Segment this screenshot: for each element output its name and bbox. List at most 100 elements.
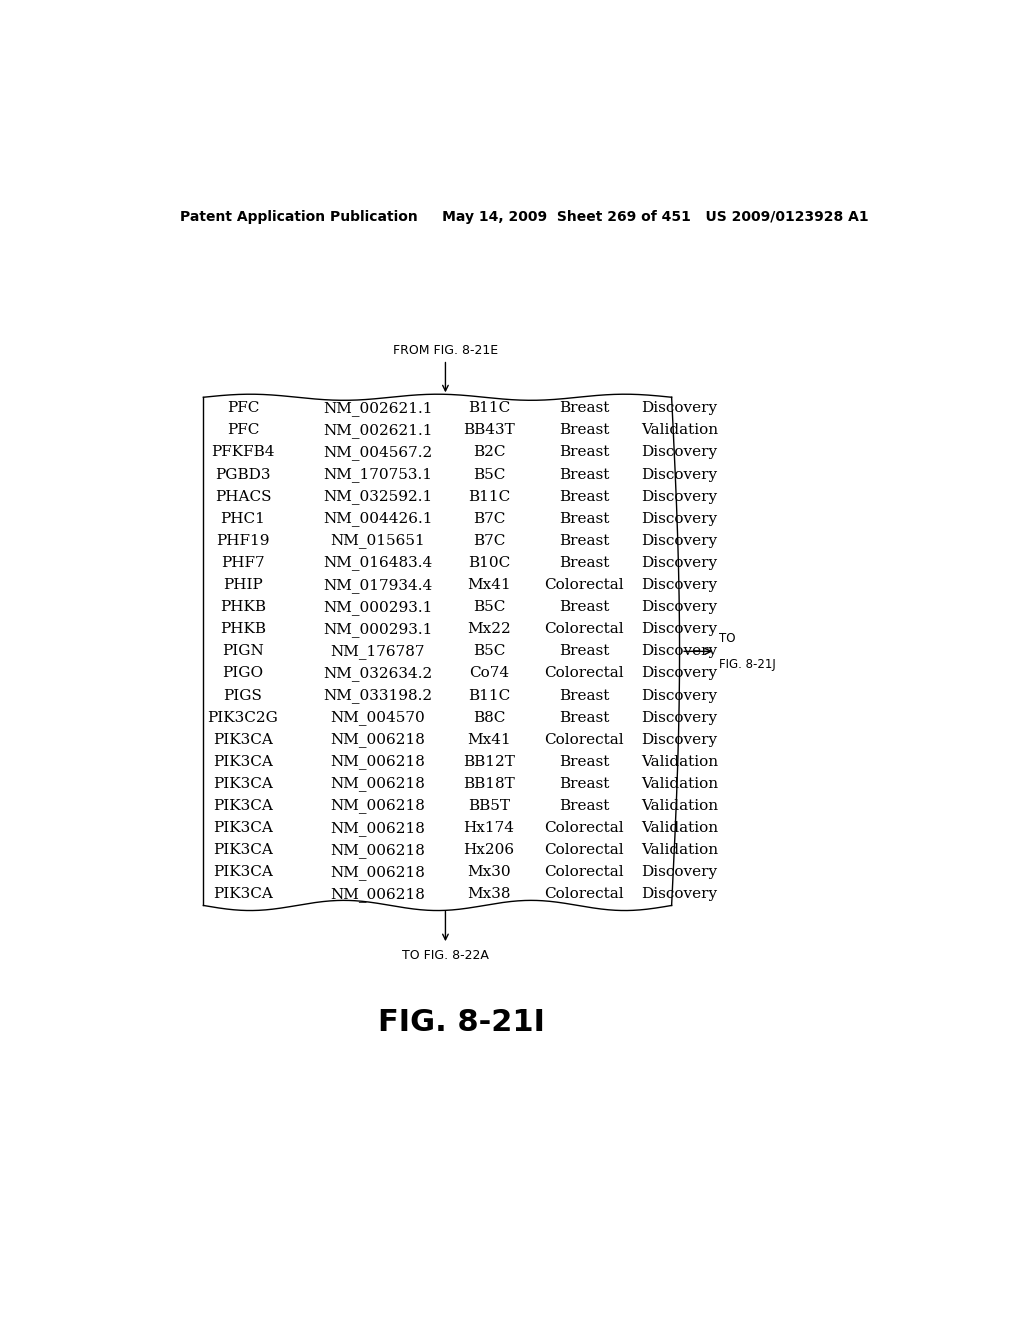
Text: B8C: B8C bbox=[473, 710, 505, 725]
Text: Discovery: Discovery bbox=[641, 467, 718, 482]
Text: Discovery: Discovery bbox=[641, 866, 718, 879]
Text: TO FIG. 8-22A: TO FIG. 8-22A bbox=[402, 949, 488, 962]
Text: BB5T: BB5T bbox=[468, 799, 510, 813]
Text: PIK3CA: PIK3CA bbox=[213, 843, 273, 857]
Text: Breast: Breast bbox=[559, 644, 609, 659]
Text: Patent Application Publication     May 14, 2009  Sheet 269 of 451   US 2009/0123: Patent Application Publication May 14, 2… bbox=[180, 210, 869, 224]
Text: Discovery: Discovery bbox=[641, 601, 718, 614]
Text: Colorectal: Colorectal bbox=[545, 821, 625, 836]
Text: B2C: B2C bbox=[473, 445, 505, 459]
Text: Colorectal: Colorectal bbox=[545, 733, 625, 747]
Text: BB43T: BB43T bbox=[463, 424, 515, 437]
Text: NM_006218: NM_006218 bbox=[331, 842, 425, 858]
Text: NM_017934.4: NM_017934.4 bbox=[324, 578, 432, 593]
Text: NM_032634.2: NM_032634.2 bbox=[324, 667, 432, 681]
Text: Hx174: Hx174 bbox=[464, 821, 515, 836]
Text: BB18T: BB18T bbox=[463, 777, 515, 791]
Text: B5C: B5C bbox=[473, 644, 505, 659]
Text: Discovery: Discovery bbox=[641, 401, 718, 416]
Text: NM_000293.1: NM_000293.1 bbox=[324, 622, 433, 636]
Text: Discovery: Discovery bbox=[641, 445, 718, 459]
Text: B7C: B7C bbox=[473, 512, 505, 525]
Text: Mx38: Mx38 bbox=[467, 887, 511, 902]
Text: Mx30: Mx30 bbox=[467, 866, 511, 879]
Text: Breast: Breast bbox=[559, 512, 609, 525]
Text: NM_176787: NM_176787 bbox=[331, 644, 425, 659]
Text: FROM FIG. 8-21E: FROM FIG. 8-21E bbox=[393, 343, 498, 356]
Text: Breast: Breast bbox=[559, 755, 609, 768]
Text: NM_006218: NM_006218 bbox=[331, 776, 425, 792]
Text: PHC1: PHC1 bbox=[220, 512, 265, 525]
Text: Colorectal: Colorectal bbox=[545, 866, 625, 879]
Text: NM_006218: NM_006218 bbox=[331, 755, 425, 770]
Text: B11C: B11C bbox=[468, 689, 510, 702]
Text: PIGS: PIGS bbox=[223, 689, 262, 702]
Text: PIK3CA: PIK3CA bbox=[213, 866, 273, 879]
Text: Co74: Co74 bbox=[469, 667, 509, 680]
Text: FIG. 8-21I: FIG. 8-21I bbox=[378, 1008, 545, 1036]
Text: Validation: Validation bbox=[641, 821, 718, 836]
Text: NM_004570: NM_004570 bbox=[331, 710, 425, 725]
Text: NM_015651: NM_015651 bbox=[331, 533, 425, 548]
Text: Discovery: Discovery bbox=[641, 644, 718, 659]
Text: PHF19: PHF19 bbox=[216, 533, 269, 548]
Text: NM_002621.1: NM_002621.1 bbox=[324, 401, 433, 416]
Text: Discovery: Discovery bbox=[641, 733, 718, 747]
Text: Colorectal: Colorectal bbox=[545, 887, 625, 902]
Text: B5C: B5C bbox=[473, 601, 505, 614]
Text: PHKB: PHKB bbox=[220, 622, 266, 636]
Text: PIK3CA: PIK3CA bbox=[213, 777, 273, 791]
Text: Breast: Breast bbox=[559, 467, 609, 482]
Text: NM_004567.2: NM_004567.2 bbox=[324, 445, 432, 459]
Text: B10C: B10C bbox=[468, 556, 510, 570]
Text: Colorectal: Colorectal bbox=[545, 843, 625, 857]
Text: Breast: Breast bbox=[559, 777, 609, 791]
Text: Discovery: Discovery bbox=[641, 667, 718, 680]
Text: PIK3C2G: PIK3C2G bbox=[208, 710, 279, 725]
Text: Discovery: Discovery bbox=[641, 490, 718, 504]
Text: Validation: Validation bbox=[641, 799, 718, 813]
Text: Validation: Validation bbox=[641, 424, 718, 437]
Text: Colorectal: Colorectal bbox=[545, 667, 625, 680]
Text: Discovery: Discovery bbox=[641, 710, 718, 725]
Text: PFC: PFC bbox=[227, 401, 259, 416]
Text: Breast: Breast bbox=[559, 490, 609, 504]
Text: PIK3CA: PIK3CA bbox=[213, 799, 273, 813]
Text: B11C: B11C bbox=[468, 401, 510, 416]
Text: Colorectal: Colorectal bbox=[545, 622, 625, 636]
Text: Mx41: Mx41 bbox=[467, 578, 511, 593]
Text: Breast: Breast bbox=[559, 601, 609, 614]
Text: PIGN: PIGN bbox=[222, 644, 264, 659]
Text: Discovery: Discovery bbox=[641, 578, 718, 593]
Text: NM_006218: NM_006218 bbox=[331, 733, 425, 747]
Text: PIGO: PIGO bbox=[222, 667, 263, 680]
Text: Mx41: Mx41 bbox=[467, 733, 511, 747]
Text: PHACS: PHACS bbox=[215, 490, 271, 504]
Text: PHIP: PHIP bbox=[223, 578, 263, 593]
Text: NM_002621.1: NM_002621.1 bbox=[324, 422, 433, 438]
Text: Breast: Breast bbox=[559, 689, 609, 702]
Text: Validation: Validation bbox=[641, 843, 718, 857]
Text: Discovery: Discovery bbox=[641, 887, 718, 902]
Text: PIK3CA: PIK3CA bbox=[213, 821, 273, 836]
Text: PFC: PFC bbox=[227, 424, 259, 437]
Text: BB12T: BB12T bbox=[463, 755, 515, 768]
Text: Discovery: Discovery bbox=[641, 512, 718, 525]
Text: Breast: Breast bbox=[559, 533, 609, 548]
Text: NM_032592.1: NM_032592.1 bbox=[324, 490, 432, 504]
Text: PIK3CA: PIK3CA bbox=[213, 755, 273, 768]
Text: TO: TO bbox=[719, 632, 735, 644]
Text: NM_033198.2: NM_033198.2 bbox=[324, 688, 432, 704]
Text: Breast: Breast bbox=[559, 556, 609, 570]
Text: B5C: B5C bbox=[473, 467, 505, 482]
Text: Breast: Breast bbox=[559, 799, 609, 813]
Text: Colorectal: Colorectal bbox=[545, 578, 625, 593]
Text: Discovery: Discovery bbox=[641, 533, 718, 548]
Text: Mx22: Mx22 bbox=[467, 622, 511, 636]
Text: Hx206: Hx206 bbox=[464, 843, 515, 857]
Text: PHF7: PHF7 bbox=[221, 556, 265, 570]
Text: FIG. 8-21J: FIG. 8-21J bbox=[719, 659, 776, 671]
Text: NM_006218: NM_006218 bbox=[331, 887, 425, 902]
Text: PHKB: PHKB bbox=[220, 601, 266, 614]
Text: Breast: Breast bbox=[559, 424, 609, 437]
